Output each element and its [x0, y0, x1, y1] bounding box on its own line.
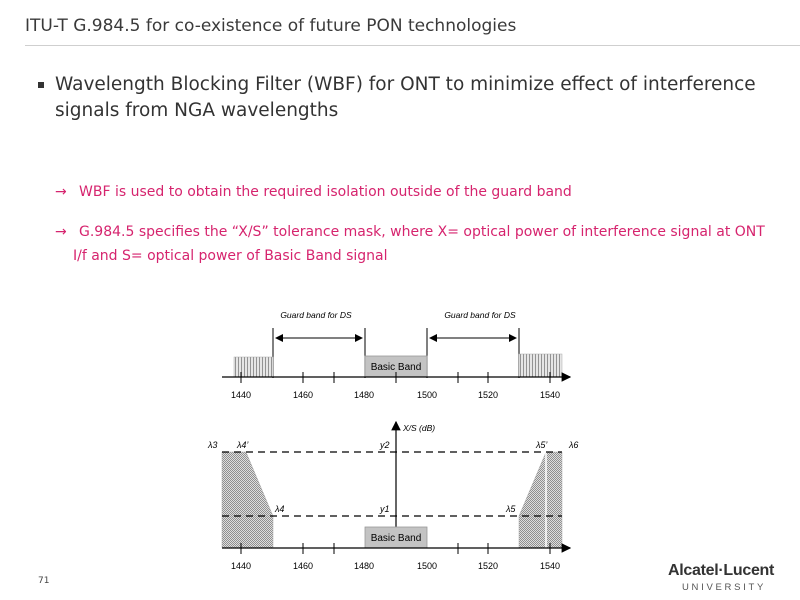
- bottom-tick-label: 1440: [231, 561, 251, 571]
- y1-label: y1: [379, 504, 390, 514]
- sub-point-1: → WBF is used to obtain the required isol…: [55, 180, 572, 204]
- bottom-tick-label: 1500: [417, 561, 437, 571]
- y-axis-label: X/S (dB): [402, 423, 435, 433]
- sub-point-2-continuation: I/f and S= optical power of Basic Band s…: [73, 248, 388, 264]
- top-tick-label: 1520: [478, 390, 498, 400]
- alcatel-lucent-logo: Alcatel·Lucent UNIVERSITY: [668, 562, 774, 593]
- bottom-tick-label: 1520: [478, 561, 498, 571]
- top-tick-label: 1440: [231, 390, 251, 400]
- slide-number: 71: [38, 576, 50, 586]
- mask-region-left: [221, 451, 274, 549]
- main-bullet: Wavelength Blocking Filter (WBF) for ONT…: [38, 72, 778, 124]
- slide-title: ITU-T G.984.5 for co-existence of future…: [25, 16, 517, 36]
- guard-band-left-label: Guard band for DS: [280, 310, 352, 320]
- arrow-right-icon: →: [55, 224, 67, 240]
- top-tick-label: 1500: [417, 390, 437, 400]
- hatched-region-right: [518, 353, 563, 378]
- lambda3-label: λ3: [207, 440, 217, 450]
- sub-point-2: → G.984.5 specifies the “X/S” tolerance m…: [55, 220, 765, 268]
- hatched-region-left: [233, 356, 274, 378]
- lambda5-prime-label: λ5’: [535, 440, 548, 450]
- main-bullet-text: Wavelength Blocking Filter (WBF) for ONT…: [55, 74, 756, 121]
- bottom-ticks: [240, 543, 551, 554]
- bottom-tick-label: 1480: [354, 561, 374, 571]
- top-diagram: Guard band for DS Guard band for DS Basi…: [222, 310, 572, 400]
- lambda6-label: λ6: [568, 440, 578, 450]
- logo-wordmark: Alcatel·Lucent: [668, 562, 775, 579]
- lambda5-label: λ5: [505, 504, 516, 514]
- bottom-tick-label: 1540: [540, 561, 560, 571]
- basic-band-bottom-label: Basic Band: [371, 533, 422, 544]
- top-tick-label: 1460: [293, 390, 313, 400]
- bottom-diagram: X/S (dB) λ3 λ4’ y2 λ5’ λ6 λ4 y1 λ5 Basic…: [207, 420, 578, 571]
- title-divider: [25, 45, 800, 46]
- top-tick-label: 1540: [540, 390, 560, 400]
- sub-point-1-text: WBF is used to obtain the required isola…: [79, 184, 572, 200]
- top-ticks: [240, 372, 551, 383]
- guard-band-right-label: Guard band for DS: [444, 310, 516, 320]
- y2-label: y2: [379, 440, 390, 450]
- top-tick-label: 1480: [354, 390, 374, 400]
- sub-point-2-text: G.984.5 specifies the “X/S” tolerance ma…: [79, 224, 765, 240]
- lambda4-label: λ4: [274, 504, 284, 514]
- bullet-square-icon: [38, 82, 44, 88]
- mask-region-right: [518, 451, 563, 549]
- lambda4-prime-label: λ4’: [236, 440, 249, 450]
- bottom-tick-label: 1460: [293, 561, 313, 571]
- logo-university: UNIVERSITY: [682, 582, 767, 593]
- arrow-right-icon: →: [55, 184, 67, 200]
- basic-band-top-label: Basic Band: [371, 362, 422, 373]
